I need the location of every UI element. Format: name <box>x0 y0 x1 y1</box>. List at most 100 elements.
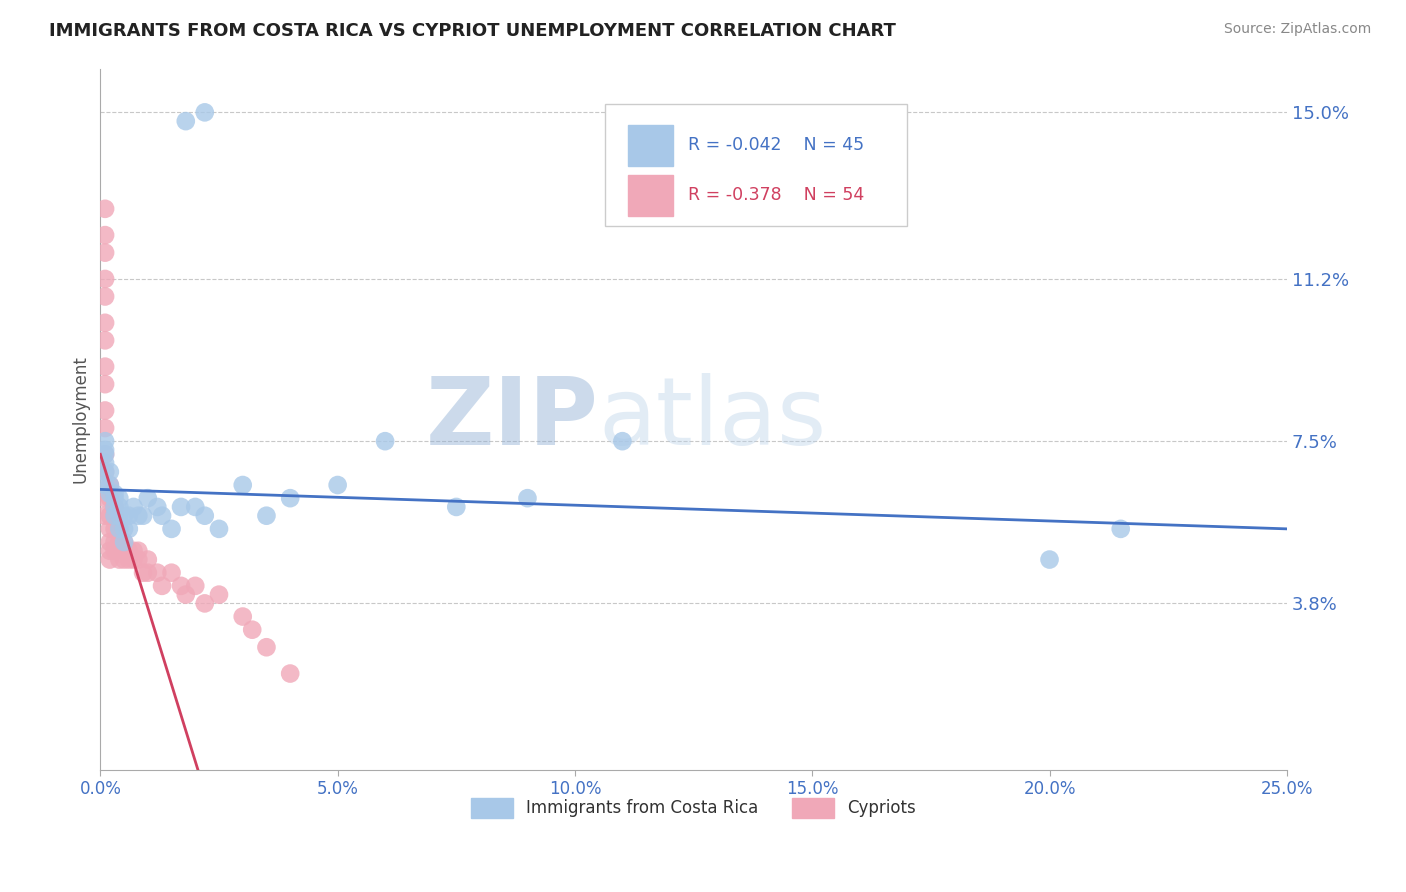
Point <box>446 500 468 514</box>
Point <box>94 403 117 417</box>
Point <box>112 552 135 566</box>
Point <box>103 491 125 505</box>
Bar <box>628 175 673 216</box>
Bar <box>628 125 673 166</box>
Point <box>108 522 131 536</box>
Text: atlas: atlas <box>599 373 827 466</box>
Point <box>170 579 193 593</box>
Point <box>132 508 155 523</box>
Point <box>160 566 183 580</box>
Point <box>112 535 135 549</box>
Text: IMMIGRANTS FROM COSTA RICA VS CYPRIOT UNEMPLOYMENT CORRELATION CHART: IMMIGRANTS FROM COSTA RICA VS CYPRIOT UN… <box>49 22 896 40</box>
Point <box>108 508 131 523</box>
Point <box>184 500 207 514</box>
Point <box>232 609 254 624</box>
Point <box>98 491 121 505</box>
Point <box>108 491 131 505</box>
Point <box>108 535 131 549</box>
Point <box>374 434 396 449</box>
Point <box>194 596 217 610</box>
Y-axis label: Unemployment: Unemployment <box>72 355 89 483</box>
Point <box>103 543 125 558</box>
Point <box>118 508 141 523</box>
Point <box>94 359 117 374</box>
Point <box>98 535 121 549</box>
Point <box>278 666 301 681</box>
Point <box>94 377 117 392</box>
Point <box>174 114 197 128</box>
Point <box>98 543 121 558</box>
Point <box>136 491 159 505</box>
Point <box>94 491 117 505</box>
Point <box>103 535 125 549</box>
Point <box>94 316 117 330</box>
Point <box>94 421 117 435</box>
Point <box>122 552 145 566</box>
Point <box>132 566 155 580</box>
Point <box>326 478 349 492</box>
Point <box>94 447 117 461</box>
Point <box>232 478 254 492</box>
Point <box>98 478 121 492</box>
Point <box>98 552 121 566</box>
Point <box>122 500 145 514</box>
Point <box>612 434 634 449</box>
Point <box>103 487 125 501</box>
Point <box>150 579 173 593</box>
Point <box>118 543 141 558</box>
Point <box>112 535 135 549</box>
Point <box>170 500 193 514</box>
Point <box>94 334 117 348</box>
Point <box>160 522 183 536</box>
Point <box>194 508 217 523</box>
Point <box>240 623 263 637</box>
Point <box>256 508 278 523</box>
Point <box>94 508 117 523</box>
Point <box>103 522 125 536</box>
Point <box>94 478 117 492</box>
Point <box>94 228 117 243</box>
Point <box>94 465 117 479</box>
Point <box>103 500 125 514</box>
Point <box>146 566 169 580</box>
Point <box>256 640 278 655</box>
Point <box>94 456 117 470</box>
Point <box>208 522 231 536</box>
Point <box>122 543 145 558</box>
Point <box>208 588 231 602</box>
Point <box>98 465 121 479</box>
Point <box>94 202 117 216</box>
Point <box>184 579 207 593</box>
Text: Source: ZipAtlas.com: Source: ZipAtlas.com <box>1223 22 1371 37</box>
Point <box>278 491 301 505</box>
Point <box>1109 522 1132 536</box>
Point <box>174 588 197 602</box>
Point <box>98 478 121 492</box>
Point <box>112 522 135 536</box>
Text: R = -0.042    N = 45: R = -0.042 N = 45 <box>688 136 863 154</box>
Point <box>150 508 173 523</box>
Point <box>112 543 135 558</box>
Point <box>94 465 117 479</box>
Point <box>118 552 141 566</box>
Point <box>103 500 125 514</box>
Point <box>118 522 141 536</box>
Point <box>112 508 135 523</box>
Point <box>127 552 149 566</box>
Legend: Immigrants from Costa Rica, Cypriots: Immigrants from Costa Rica, Cypriots <box>465 791 922 825</box>
Point <box>98 522 121 536</box>
Point <box>1038 552 1060 566</box>
Point <box>108 552 131 566</box>
Point <box>94 447 117 461</box>
Point <box>94 442 117 457</box>
Point <box>108 500 131 514</box>
Point <box>98 508 121 523</box>
Point <box>94 434 117 449</box>
Text: ZIP: ZIP <box>426 373 599 466</box>
Point <box>94 289 117 303</box>
Point <box>136 552 159 566</box>
Point <box>98 487 121 501</box>
Point <box>516 491 538 505</box>
Point <box>127 543 149 558</box>
Point <box>94 245 117 260</box>
